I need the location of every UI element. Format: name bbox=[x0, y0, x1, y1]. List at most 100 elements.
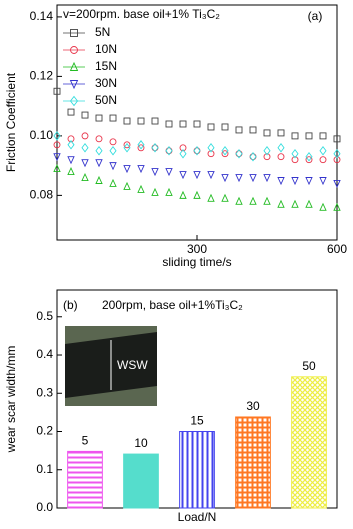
marker bbox=[81, 159, 89, 168]
marker bbox=[333, 180, 341, 189]
x-axis-label: Load/N bbox=[178, 510, 217, 524]
marker bbox=[179, 171, 187, 180]
bar bbox=[123, 453, 159, 509]
marker bbox=[305, 132, 313, 140]
legend-label: 50N bbox=[95, 93, 117, 107]
marker bbox=[221, 146, 229, 156]
marker bbox=[109, 138, 117, 146]
marker bbox=[69, 80, 79, 90]
marker bbox=[179, 190, 187, 199]
marker bbox=[277, 143, 285, 153]
y-tick-label: 0.4 bbox=[36, 347, 53, 361]
marker bbox=[53, 164, 61, 173]
marker bbox=[151, 143, 159, 153]
marker bbox=[53, 153, 61, 162]
marker bbox=[319, 156, 327, 164]
marker bbox=[249, 126, 257, 134]
bar bbox=[67, 450, 103, 509]
marker bbox=[277, 129, 285, 137]
bar bbox=[291, 376, 327, 509]
bar bbox=[179, 431, 215, 509]
marker bbox=[291, 148, 299, 159]
plot-frame bbox=[56, 4, 338, 241]
marker bbox=[207, 150, 215, 158]
marker bbox=[151, 117, 159, 125]
y-tick-label: 0.5 bbox=[36, 309, 53, 323]
bar bbox=[235, 416, 271, 509]
y-tick-label: 0.3 bbox=[36, 385, 53, 399]
marker bbox=[333, 148, 341, 159]
y-axis-label: Friction Coefficient bbox=[4, 72, 18, 172]
bar-label: 15 bbox=[190, 414, 204, 428]
marker bbox=[333, 202, 341, 211]
marker bbox=[235, 126, 243, 134]
marker bbox=[123, 141, 131, 149]
marker bbox=[305, 199, 313, 208]
marker bbox=[235, 174, 243, 183]
marker bbox=[179, 120, 187, 128]
marker bbox=[151, 168, 159, 177]
marker bbox=[221, 193, 229, 202]
marker bbox=[221, 123, 229, 131]
bar-label: 5 bbox=[82, 434, 89, 448]
marker bbox=[95, 159, 103, 168]
marker bbox=[291, 156, 299, 164]
inset-label: WSW bbox=[117, 358, 148, 372]
marker bbox=[137, 184, 145, 193]
marker bbox=[263, 153, 271, 161]
marker bbox=[179, 144, 187, 152]
marker bbox=[67, 108, 75, 116]
marker bbox=[193, 147, 201, 155]
marker bbox=[263, 129, 271, 137]
x-axis-label: sliding time/s bbox=[162, 255, 231, 269]
marker bbox=[53, 131, 61, 141]
marker bbox=[165, 120, 173, 128]
marker bbox=[95, 146, 103, 156]
marker bbox=[305, 156, 313, 164]
marker bbox=[333, 156, 341, 164]
marker bbox=[263, 174, 271, 183]
marker bbox=[305, 177, 313, 186]
marker bbox=[263, 196, 271, 205]
marker bbox=[69, 95, 79, 107]
marker bbox=[249, 151, 257, 162]
marker bbox=[235, 196, 243, 205]
marker bbox=[81, 111, 89, 119]
chart-title: v=200rpm. base oil+1% Ti₃C₂ bbox=[63, 7, 220, 21]
marker bbox=[193, 171, 201, 180]
legend-label: 30N bbox=[95, 76, 117, 90]
marker bbox=[70, 29, 78, 37]
marker bbox=[109, 178, 117, 187]
legend-label: 10N bbox=[95, 42, 117, 56]
marker bbox=[95, 135, 103, 143]
y-tick-label: 0.12 bbox=[30, 69, 54, 83]
marker bbox=[109, 114, 117, 122]
x-tick-label: 600 bbox=[327, 242, 347, 256]
bar-label: 10 bbox=[134, 436, 148, 450]
marker bbox=[319, 132, 327, 140]
marker bbox=[137, 140, 145, 150]
marker bbox=[67, 167, 75, 176]
marker bbox=[151, 144, 159, 152]
legend-label: 5N bbox=[95, 25, 110, 39]
marker bbox=[165, 147, 173, 155]
marker bbox=[249, 196, 257, 205]
marker bbox=[207, 123, 215, 131]
marker bbox=[291, 132, 299, 140]
y-axis-label: wear scar width/mm bbox=[4, 346, 18, 454]
marker bbox=[333, 135, 341, 143]
marker bbox=[193, 190, 201, 199]
marker bbox=[207, 143, 215, 153]
marker bbox=[165, 187, 173, 196]
marker bbox=[67, 156, 75, 165]
y-tick-label: 0.0 bbox=[36, 500, 53, 514]
marker bbox=[67, 140, 75, 150]
marker bbox=[193, 146, 201, 156]
marker bbox=[137, 144, 145, 152]
marker bbox=[179, 148, 187, 159]
marker bbox=[277, 199, 285, 208]
x-tick-label: 300 bbox=[187, 242, 207, 256]
panel-label: (a) bbox=[308, 9, 323, 23]
marker bbox=[53, 87, 61, 95]
marker bbox=[165, 168, 173, 177]
